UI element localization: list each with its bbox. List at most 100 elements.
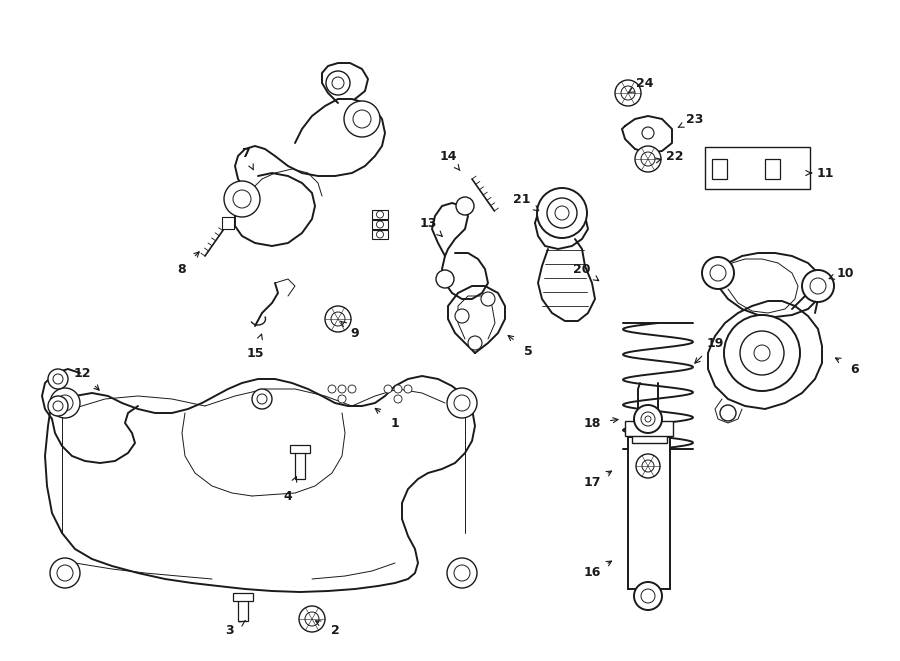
Text: 2: 2 — [330, 625, 339, 637]
Circle shape — [636, 454, 660, 478]
Text: 4: 4 — [284, 490, 292, 502]
Circle shape — [344, 101, 380, 137]
Circle shape — [394, 395, 402, 403]
Circle shape — [394, 385, 402, 393]
Circle shape — [641, 152, 655, 166]
Text: 21: 21 — [513, 192, 531, 206]
Circle shape — [404, 385, 412, 393]
Bar — [295, 451, 305, 479]
Circle shape — [384, 385, 392, 393]
Circle shape — [641, 589, 655, 603]
Circle shape — [547, 198, 577, 228]
Bar — [222, 217, 234, 229]
Circle shape — [454, 565, 470, 581]
Bar — [765, 159, 780, 179]
Circle shape — [436, 270, 454, 288]
Circle shape — [353, 110, 371, 128]
Text: 23: 23 — [687, 112, 704, 126]
Text: 7: 7 — [240, 147, 249, 159]
Text: 20: 20 — [573, 262, 590, 276]
Circle shape — [754, 345, 770, 361]
Circle shape — [720, 405, 736, 421]
Text: 16: 16 — [583, 566, 600, 580]
Bar — [628, 437, 670, 589]
Circle shape — [326, 71, 350, 95]
Circle shape — [447, 558, 477, 588]
Bar — [712, 159, 727, 179]
Bar — [290, 445, 310, 453]
Circle shape — [455, 309, 469, 323]
Circle shape — [332, 77, 344, 89]
Text: 13: 13 — [419, 217, 436, 229]
Circle shape — [537, 188, 587, 238]
Text: 12: 12 — [73, 366, 91, 379]
Circle shape — [376, 221, 383, 228]
Circle shape — [645, 416, 651, 422]
Circle shape — [555, 206, 569, 220]
Text: 19: 19 — [706, 336, 724, 350]
Circle shape — [634, 582, 662, 610]
Circle shape — [642, 460, 654, 472]
Circle shape — [348, 385, 356, 393]
Text: 17: 17 — [583, 477, 601, 490]
Circle shape — [57, 565, 73, 581]
Circle shape — [299, 606, 325, 632]
Circle shape — [447, 388, 477, 418]
Circle shape — [50, 388, 80, 418]
Bar — [238, 599, 248, 621]
Text: 10: 10 — [836, 266, 854, 280]
Circle shape — [57, 395, 73, 411]
Circle shape — [615, 80, 641, 106]
Bar — [372, 220, 388, 229]
Circle shape — [376, 211, 383, 218]
Text: 15: 15 — [247, 346, 264, 360]
Circle shape — [635, 146, 661, 172]
Text: 1: 1 — [391, 416, 400, 430]
Circle shape — [621, 86, 635, 100]
Circle shape — [724, 315, 800, 391]
Circle shape — [338, 385, 346, 393]
Circle shape — [710, 265, 726, 281]
Circle shape — [224, 181, 260, 217]
Circle shape — [634, 405, 662, 433]
Bar — [372, 230, 388, 239]
Text: 24: 24 — [636, 77, 653, 89]
Circle shape — [802, 270, 834, 302]
Circle shape — [376, 231, 383, 238]
Circle shape — [454, 395, 470, 411]
Circle shape — [810, 278, 826, 294]
Text: 6: 6 — [850, 362, 860, 375]
Circle shape — [328, 385, 336, 393]
Circle shape — [456, 197, 474, 215]
Text: 8: 8 — [177, 262, 186, 276]
Circle shape — [257, 394, 267, 404]
Circle shape — [50, 558, 80, 588]
Bar — [372, 210, 388, 219]
Text: 9: 9 — [351, 327, 359, 340]
Text: 14: 14 — [439, 149, 457, 163]
Circle shape — [702, 257, 734, 289]
Circle shape — [325, 306, 351, 332]
Circle shape — [305, 612, 319, 626]
Circle shape — [338, 395, 346, 403]
Bar — [632, 431, 667, 443]
Circle shape — [468, 336, 482, 350]
Text: 18: 18 — [583, 416, 600, 430]
Circle shape — [53, 374, 63, 384]
Bar — [705, 147, 810, 189]
Circle shape — [642, 127, 654, 139]
Circle shape — [53, 401, 63, 411]
Text: 22: 22 — [666, 149, 684, 163]
Circle shape — [48, 396, 68, 416]
Text: 5: 5 — [524, 344, 533, 358]
Circle shape — [233, 190, 251, 208]
Circle shape — [48, 369, 68, 389]
Text: 3: 3 — [226, 625, 234, 637]
Circle shape — [252, 389, 272, 409]
Circle shape — [331, 312, 345, 326]
Bar — [233, 593, 253, 601]
Circle shape — [481, 292, 495, 306]
Text: 11: 11 — [816, 167, 833, 180]
Circle shape — [641, 412, 655, 426]
Circle shape — [740, 331, 784, 375]
